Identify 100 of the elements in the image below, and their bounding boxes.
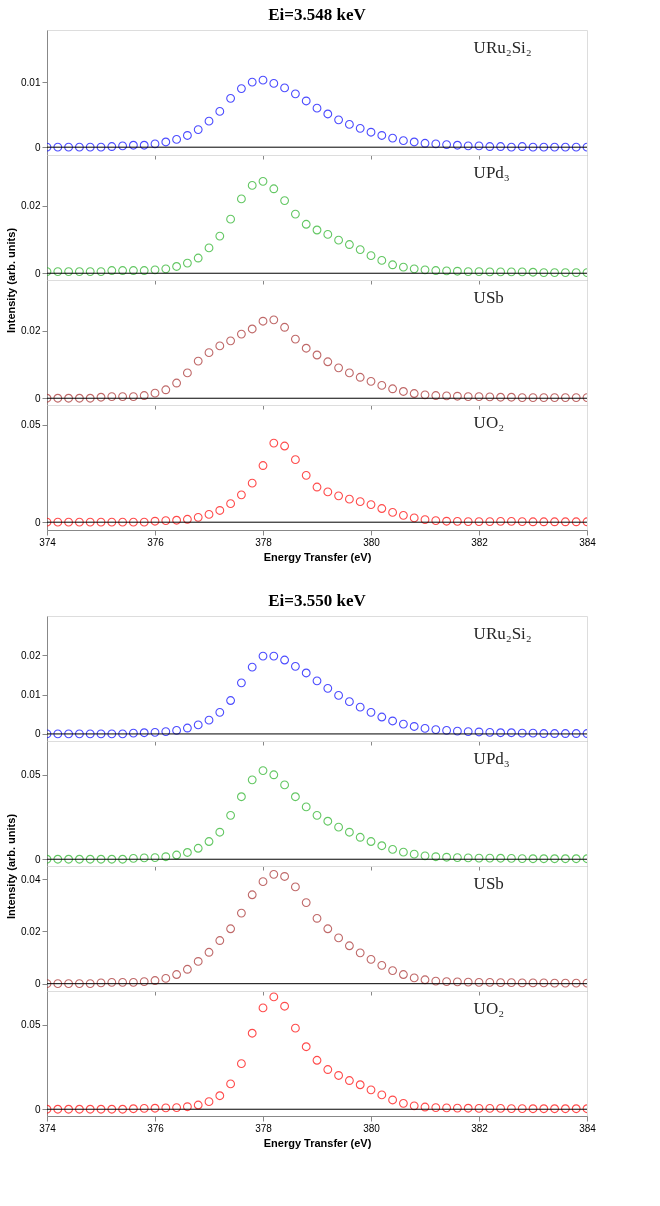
point [258,316,268,326]
point [161,264,171,274]
point [452,726,462,736]
point [182,1102,192,1112]
point [204,837,214,846]
point [96,267,106,276]
point [118,517,128,527]
point [96,517,106,527]
point [571,268,581,277]
point [517,854,527,863]
point [193,843,203,853]
point [506,728,516,738]
point [269,78,279,88]
point [355,245,365,255]
point [74,729,84,739]
point [247,662,257,672]
point [366,251,376,261]
point [139,853,149,863]
point [388,966,398,976]
point [398,1098,408,1108]
point [409,137,419,147]
point [193,1100,203,1110]
point [409,973,419,983]
x-tick-label: 376 [147,1122,165,1134]
point [226,810,236,820]
point [420,390,430,400]
point [226,214,236,224]
point [539,142,549,152]
point [128,392,138,401]
point [172,970,182,979]
point [377,504,387,513]
x-tick-label: 376 [147,536,165,548]
y-axis-title: Intensity (arb. units) [5,813,18,920]
point [571,393,581,402]
point [506,853,516,863]
text: UO₂ [473,999,505,1018]
point [139,391,149,400]
point [506,516,516,526]
point [236,194,246,204]
point [452,391,462,401]
point [366,1085,376,1095]
x-tick-label: 378 [255,536,273,548]
x-axis-title: Energy Transfer (eV) [263,1136,372,1149]
point [64,142,74,152]
point [344,240,354,249]
point [118,392,128,401]
point [247,180,257,190]
point [452,266,462,276]
point [53,1104,63,1114]
text: USb [473,288,504,307]
point [442,977,452,986]
point [96,729,106,739]
x-tick-label: 384 [579,1122,597,1134]
point [463,977,473,987]
point [485,1103,495,1113]
point [431,725,441,735]
point [550,517,560,527]
point [485,392,495,402]
point [204,348,214,358]
point [409,849,419,859]
point [463,141,473,151]
point [496,728,506,738]
point [409,264,419,274]
point [485,977,495,987]
point [247,890,257,900]
point [550,978,560,988]
point [560,1104,570,1114]
point [517,978,527,988]
point [571,978,581,988]
point [269,651,279,661]
point [431,852,441,862]
point [280,441,290,451]
point [215,936,225,945]
point [182,368,192,378]
point [431,391,441,400]
point [280,83,290,93]
point [312,103,322,113]
y-tick-label: 0 [34,728,41,740]
point [182,964,192,974]
point [269,315,279,325]
point [496,267,506,277]
point [247,775,257,785]
point [150,727,160,737]
point [517,393,527,402]
point [182,131,192,140]
point [431,976,441,986]
point [560,978,570,988]
point [431,1103,441,1112]
point [85,393,95,403]
point [258,1003,268,1013]
point [215,1091,225,1101]
point [172,1103,182,1112]
point [150,265,160,275]
point [85,1104,95,1114]
point [442,725,452,735]
point [118,729,128,739]
point [323,357,333,367]
point [388,845,398,854]
point [463,267,473,276]
point [204,509,214,519]
